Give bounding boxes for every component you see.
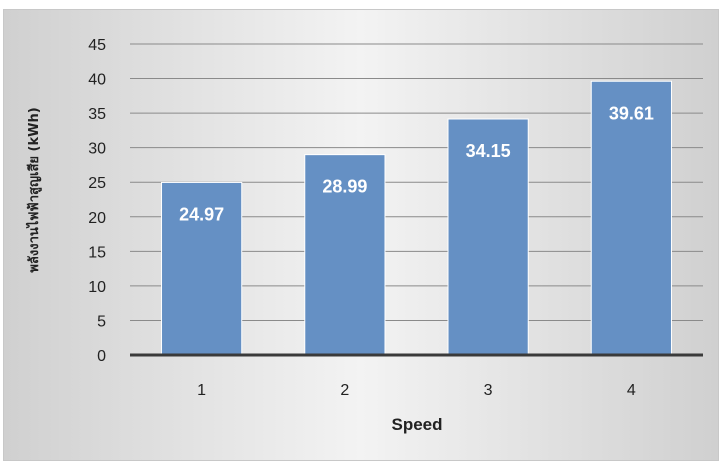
y-axis-title: พลังงานไฟฟ้าสูญเสีย (kWh) bbox=[25, 107, 42, 272]
x-tick-label: 1 bbox=[197, 382, 206, 399]
y-tick-label: 10 bbox=[88, 279, 106, 296]
x-tick-label: 3 bbox=[484, 382, 493, 399]
x-axis-title: Speed bbox=[391, 415, 442, 434]
bars bbox=[161, 80, 672, 356]
y-tick-labels: 0 5 10 15 20 25 30 35 40 45 bbox=[88, 37, 106, 365]
x-tick-labels: 1 2 3 4 bbox=[197, 382, 636, 399]
data-label: 39.61 bbox=[609, 103, 654, 123]
data-label: 28.99 bbox=[322, 177, 367, 197]
y-tick-label: 25 bbox=[88, 175, 106, 192]
y-tick-label: 15 bbox=[88, 244, 106, 261]
x-tick-label: 2 bbox=[340, 382, 349, 399]
y-tick-label: 0 bbox=[97, 348, 106, 365]
data-label: 24.97 bbox=[179, 204, 224, 224]
x-tick-label: 4 bbox=[627, 382, 636, 399]
y-tick-label: 35 bbox=[88, 106, 106, 123]
y-tick-label: 45 bbox=[88, 37, 106, 54]
y-tick-label: 5 bbox=[97, 313, 106, 330]
data-label: 34.15 bbox=[466, 141, 511, 161]
y-tick-label: 30 bbox=[88, 141, 106, 158]
data-labels: 24.97 28.99 34.15 39.61 bbox=[179, 103, 654, 224]
y-tick-label: 20 bbox=[88, 210, 106, 227]
y-tick-label: 40 bbox=[88, 72, 106, 89]
